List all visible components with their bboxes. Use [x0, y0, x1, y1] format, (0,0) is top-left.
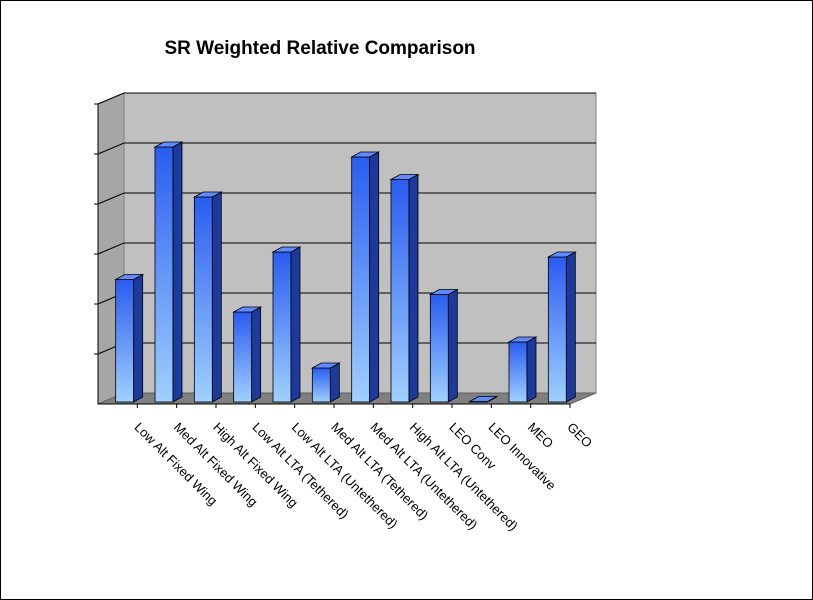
bar-top [114, 274, 145, 280]
gridline [97, 192, 596, 205]
bar-top [192, 191, 223, 198]
bar-front [115, 279, 135, 403]
bar-front [390, 179, 410, 403]
bar-top [271, 246, 302, 253]
bar-side [447, 288, 458, 403]
bar-2 [153, 141, 184, 403]
bar-front [154, 146, 174, 403]
bar-front [351, 156, 371, 403]
gridline [97, 242, 596, 255]
bar-6 [310, 362, 341, 403]
bar-9 [428, 288, 459, 403]
bars [114, 141, 577, 403]
bar-11 [507, 336, 538, 403]
bar-top [389, 174, 420, 180]
bar-front [272, 251, 292, 403]
bar-10 [468, 395, 499, 403]
bar-front [508, 341, 528, 403]
x-tick-label: LEO Innovative [486, 420, 559, 493]
gridline [97, 142, 596, 155]
x-tick-label: MEO [525, 420, 557, 452]
chart-title: SR Weighted Relative Comparison [164, 38, 476, 59]
bar-side [408, 173, 419, 403]
bar-top [310, 362, 341, 369]
bar-side [251, 306, 262, 403]
gridline [97, 92, 596, 105]
bar-top [546, 251, 577, 258]
bar-top [428, 289, 459, 295]
bar-side [526, 336, 537, 403]
bar-1 [114, 273, 145, 403]
bar-side [172, 141, 183, 403]
bar-front [233, 311, 253, 403]
bar-12 [546, 251, 577, 403]
bar-5 [271, 246, 302, 403]
bar-top [507, 336, 538, 343]
bar-side [565, 251, 576, 403]
bar-front [193, 196, 213, 403]
bar-front [429, 294, 449, 403]
bar-7 [350, 151, 381, 403]
bar-front [311, 367, 331, 403]
bar-top [232, 306, 263, 313]
bar-front [547, 256, 567, 403]
bar-side [133, 273, 144, 403]
bar-top [350, 151, 381, 158]
bar-top [468, 396, 499, 402]
bar-top [153, 141, 184, 148]
bar-side [329, 362, 340, 403]
bar-4 [232, 306, 263, 403]
x-tick-label: GEO [564, 420, 595, 451]
bar-side [211, 191, 222, 403]
bar-3 [192, 191, 223, 403]
bar-side [369, 151, 380, 403]
bar-8 [389, 173, 420, 403]
bar-side [290, 246, 301, 403]
